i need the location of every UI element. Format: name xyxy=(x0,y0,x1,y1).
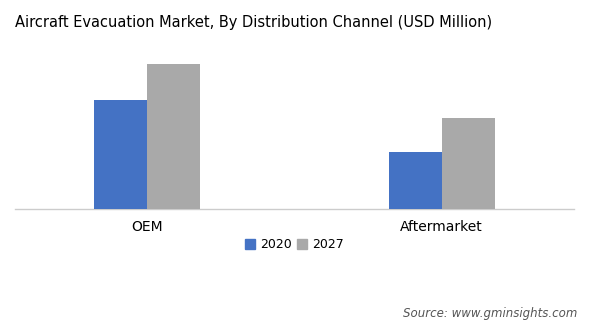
Legend: 2020, 2027: 2020, 2027 xyxy=(240,233,349,256)
Bar xyxy=(389,152,442,209)
Text: Source: www.gminsights.com: Source: www.gminsights.com xyxy=(403,307,577,320)
Bar xyxy=(147,64,200,209)
Bar xyxy=(94,100,147,209)
Bar xyxy=(442,118,495,209)
Text: Aircraft Evacuation Market, By Distribution Channel (USD Million): Aircraft Evacuation Market, By Distribut… xyxy=(15,15,492,30)
